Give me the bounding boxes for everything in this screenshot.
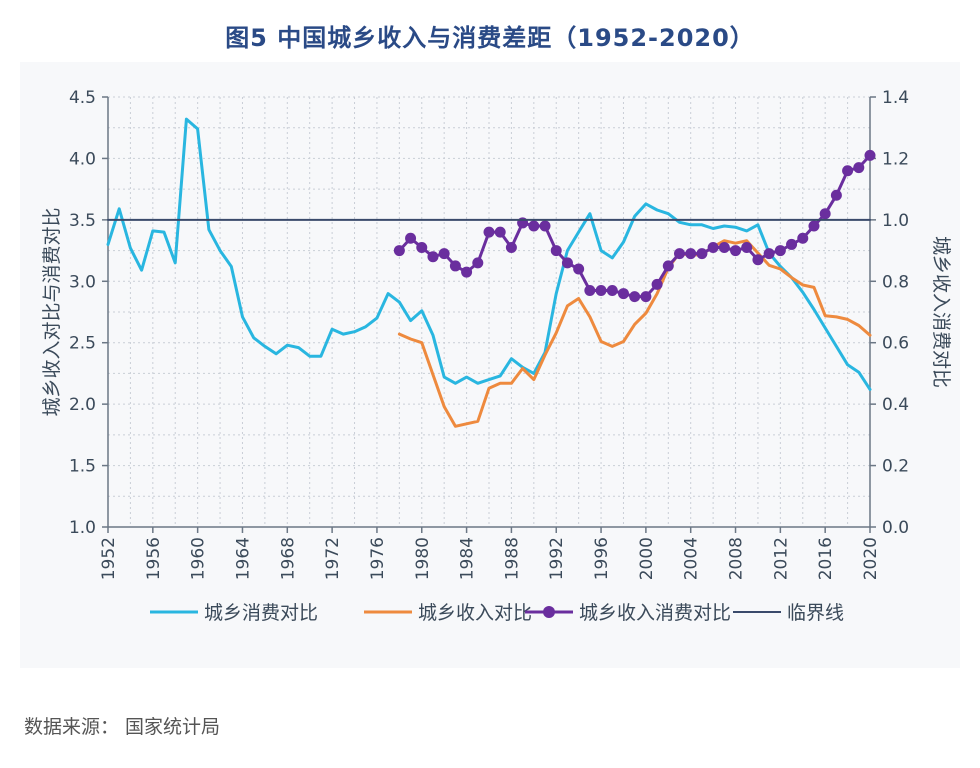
series-point-3 bbox=[707, 242, 719, 253]
y-right-tick-label: 0.8 bbox=[882, 272, 909, 292]
series-point-3 bbox=[539, 220, 551, 232]
y-left-tick-label: 1.0 bbox=[69, 518, 96, 538]
x-tick-label: 1960 bbox=[189, 537, 209, 580]
x-tick-label: 1968 bbox=[278, 537, 298, 580]
series-point-3 bbox=[561, 257, 573, 269]
y-right-tick-label: 0.0 bbox=[882, 518, 909, 538]
series-point-3 bbox=[393, 245, 405, 257]
series-point-3 bbox=[808, 220, 820, 232]
series-point-3 bbox=[606, 285, 618, 296]
legend-label-4: 临界线 bbox=[787, 602, 844, 624]
series-point-3 bbox=[427, 251, 439, 263]
series-point-3 bbox=[573, 263, 585, 275]
series-point-3 bbox=[718, 242, 730, 253]
series-point-3 bbox=[505, 242, 517, 253]
series-point-3 bbox=[629, 291, 641, 303]
y-axis-left-title: 城乡收入对比与消费对比 bbox=[41, 207, 63, 416]
y-right-tick-label: 0.2 bbox=[882, 457, 909, 477]
series-point-3 bbox=[483, 226, 495, 238]
y-left-tick-label: 3.5 bbox=[69, 211, 96, 231]
x-tick-label: 1972 bbox=[323, 537, 343, 580]
series-point-3 bbox=[640, 291, 652, 303]
x-tick-label: 1956 bbox=[144, 537, 164, 580]
x-tick-label: 2008 bbox=[727, 537, 747, 580]
series-point-3 bbox=[449, 260, 461, 272]
legend-label-3: 城乡收入消费对比 bbox=[579, 602, 731, 624]
series-point-3 bbox=[819, 208, 831, 220]
legend-label-1: 城乡消费对比 bbox=[204, 602, 318, 624]
series-point-3 bbox=[617, 288, 629, 300]
y-right-tick-label: 1.2 bbox=[882, 149, 909, 169]
y-axis-right-title: 城乡收入消费对比 bbox=[930, 236, 952, 388]
series-line-1 bbox=[106, 117, 872, 391]
series-point-3 bbox=[741, 242, 753, 253]
y-right-tick-label: 1.4 bbox=[882, 88, 909, 108]
series-point-3 bbox=[763, 248, 775, 260]
series-point-3 bbox=[730, 245, 742, 257]
series-point-3 bbox=[405, 232, 417, 244]
series-point-3 bbox=[528, 220, 540, 232]
y-left-tick-label: 1.5 bbox=[69, 457, 96, 477]
y-left-tick-label: 2.5 bbox=[69, 334, 96, 354]
series-point-3 bbox=[674, 248, 685, 260]
chart-title: 图5 中国城乡收入与消费差距（1952-2020） bbox=[225, 24, 755, 52]
series-point-3 bbox=[830, 189, 842, 201]
series-point-3 bbox=[461, 266, 473, 278]
series-point-3 bbox=[752, 254, 764, 266]
x-tick-label: 2016 bbox=[816, 537, 836, 580]
y-left-tick-label: 2.0 bbox=[69, 395, 96, 415]
x-tick-label: 1952 bbox=[99, 537, 119, 580]
x-tick-label: 1988 bbox=[502, 537, 522, 580]
series-point-3 bbox=[438, 248, 450, 260]
y-left-tick-label: 3.0 bbox=[69, 272, 96, 292]
y-right-tick-label: 1.0 bbox=[882, 211, 909, 231]
chart-panel bbox=[20, 62, 960, 668]
series-point-3 bbox=[864, 149, 876, 161]
series-point-3 bbox=[416, 242, 428, 253]
x-tick-label: 1964 bbox=[233, 537, 253, 580]
x-tick-label: 2000 bbox=[637, 537, 657, 580]
series-point-3 bbox=[584, 285, 596, 296]
data-source: 数据来源： 国家统计局 bbox=[24, 716, 221, 738]
legend-label-2: 城乡收入对比 bbox=[418, 602, 532, 624]
x-tick-label: 1980 bbox=[413, 537, 433, 580]
series-line-2 bbox=[397, 239, 872, 428]
y-right-tick-label: 0.6 bbox=[882, 334, 909, 354]
x-tick-label: 2020 bbox=[861, 537, 881, 580]
x-tick-label: 1976 bbox=[368, 537, 388, 580]
x-tick-label: 2012 bbox=[771, 537, 791, 580]
series-point-3 bbox=[853, 162, 865, 174]
series-point-3 bbox=[774, 245, 786, 257]
series-point-3 bbox=[651, 278, 663, 290]
y-right-tick-label: 0.4 bbox=[882, 395, 909, 415]
series-point-3 bbox=[595, 285, 607, 296]
y-left-tick-label: 4.5 bbox=[69, 88, 96, 108]
legend-marker-3 bbox=[543, 606, 555, 618]
x-tick-label: 1984 bbox=[458, 537, 478, 580]
x-tick-label: 1996 bbox=[592, 537, 612, 580]
series-point-3 bbox=[786, 238, 798, 250]
x-tick-label: 2004 bbox=[682, 537, 702, 580]
series-point-3 bbox=[842, 165, 854, 177]
series-point-3 bbox=[662, 260, 674, 272]
series-point-3 bbox=[550, 245, 562, 257]
series-point-3 bbox=[696, 248, 708, 260]
x-tick-label: 1992 bbox=[547, 537, 567, 580]
series-point-3 bbox=[797, 232, 809, 244]
series-point-3 bbox=[494, 226, 506, 238]
series-point-3 bbox=[685, 248, 697, 260]
y-left-tick-label: 4.0 bbox=[69, 149, 96, 169]
series-point-3 bbox=[472, 257, 484, 269]
line-chart: 1.0 1.5 2.0 2.5 3.0 3.5 4.0 4.5 0.0 0.2 0.4 0.6 0.8 1… bbox=[41, 88, 952, 624]
